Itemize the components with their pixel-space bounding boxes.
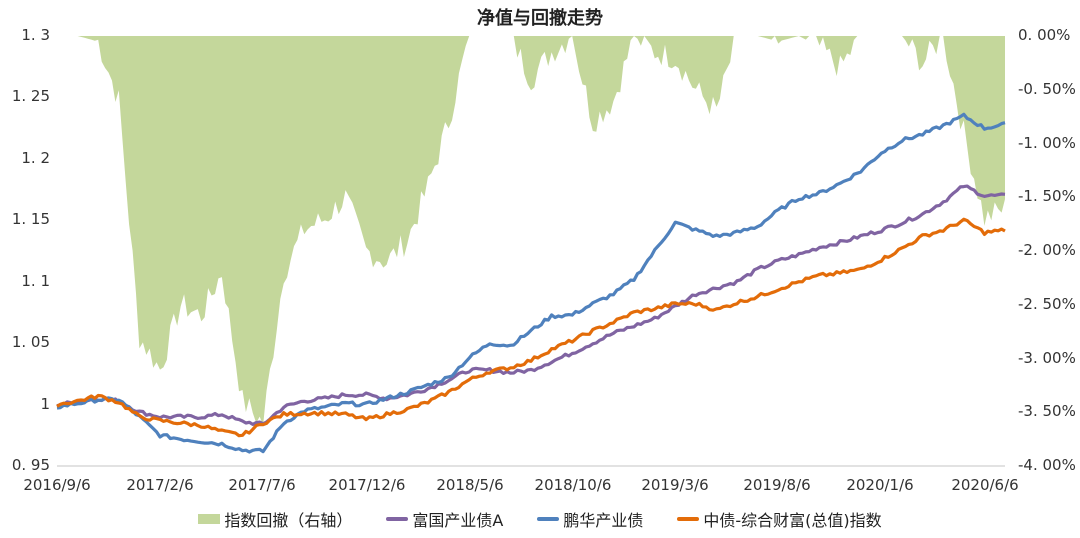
right-tick-label: -3. 50% — [1018, 402, 1076, 421]
right-tick-label: -2. 50% — [1018, 294, 1076, 313]
legend-label: 指数回撤（右轴） — [224, 511, 353, 530]
legend-label: 鹏华产业债 — [563, 511, 644, 530]
legend-item-index: 中债-综合财富(总值)指数 — [677, 507, 882, 531]
legend-item-fuguo: 富国产业债A — [386, 507, 503, 531]
right-tick-label: -1. 00% — [1018, 133, 1076, 152]
x-tick-label: 2017/7/6 — [228, 476, 296, 494]
drawdown-area-path — [57, 36, 1005, 426]
right-tick-label: -0. 50% — [1018, 79, 1076, 98]
drawdown-area — [57, 36, 1005, 426]
left-tick-label: 1. 25 — [11, 87, 50, 106]
legend-swatch-line — [537, 517, 560, 521]
left-tick-label: 0. 95 — [11, 456, 50, 474]
left-tick-label: 1. 1 — [21, 271, 50, 290]
series-line-2 — [56, 112, 1006, 454]
left-tick-label: 1. 2 — [21, 148, 50, 167]
series-line-1 — [56, 184, 1006, 426]
right-tick-label: -4. 00% — [1018, 456, 1076, 474]
x-tick-label: 2019/3/6 — [641, 476, 709, 494]
legend-swatch-line — [677, 517, 700, 521]
legend-item-drawdown: 指数回撤（右轴） — [198, 507, 352, 531]
right-tick-label: 0. 00% — [1018, 26, 1071, 44]
x-tick-label: 2019/8/6 — [743, 476, 811, 494]
right-tick-label: -1. 50% — [1018, 187, 1076, 206]
x-tick-label: 2020/6/6 — [951, 476, 1019, 494]
right-tick-label: -2. 00% — [1018, 241, 1076, 259]
x-tick-label: 2018/5/6 — [436, 476, 504, 494]
series-line-3 — [56, 217, 1006, 438]
left-tick-label: 1 — [40, 394, 50, 413]
legend-swatch-area — [198, 514, 221, 524]
x-tick-label: 2020/1/6 — [846, 476, 914, 494]
legend-label: 中债-综合财富(总值)指数 — [703, 511, 882, 530]
legend-item-penghua: 鹏华产业债 — [537, 507, 643, 531]
series-lines — [56, 112, 1006, 454]
left-tick-label: 1. 05 — [11, 333, 50, 352]
legend-label: 富国产业债A — [412, 511, 504, 530]
x-tick-label: 2018/10/6 — [534, 476, 612, 494]
x-tick-label: 2016/9/6 — [23, 476, 91, 494]
left-tick-label: 1. 3 — [21, 26, 50, 44]
legend: 指数回撤（右轴） 富国产业债A 鹏华产业债 中债-综合财富(总值)指数 — [0, 507, 1080, 531]
left-tick-label: 1. 15 — [11, 210, 50, 229]
right-tick-label: -3. 00% — [1018, 348, 1076, 367]
x-tick-label: 2017/2/6 — [126, 476, 194, 494]
legend-swatch-line — [386, 517, 409, 521]
chart-title: 净值与回撤走势 — [477, 8, 603, 29]
x-tick-label: 2017/12/6 — [328, 476, 406, 494]
